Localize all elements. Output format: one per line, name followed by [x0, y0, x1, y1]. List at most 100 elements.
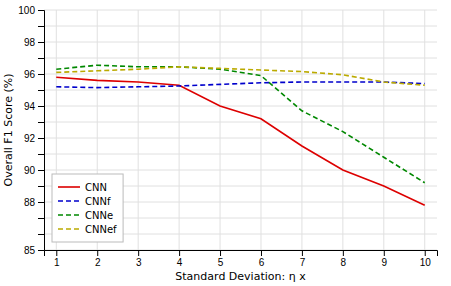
tick-label: 7: [300, 257, 306, 268]
tick-mark: [38, 122, 44, 123]
tick: 7: [300, 250, 306, 268]
grid-line-x: [383, 10, 384, 250]
legend-item: CNNf: [58, 196, 111, 207]
tick-mark: [384, 250, 385, 256]
grid-line-x: [138, 10, 139, 250]
tick-label: 90: [24, 165, 36, 176]
tick: 5: [218, 250, 224, 268]
tick-label: 100: [18, 5, 35, 16]
chart: 1 2 3 4 5 6 7 8 9 10 85 88 90 92 94 96 98 100 Standard Dev…: [0, 0, 451, 286]
tick: 10: [420, 250, 432, 268]
legend-swatch: [58, 214, 80, 216]
grid-line-y: [44, 122, 437, 123]
tick: 88: [24, 197, 44, 208]
tick: [38, 90, 44, 91]
tick-mark: [38, 218, 44, 219]
tick-mark: [138, 250, 139, 256]
tick: 94: [24, 101, 44, 112]
tick-label: 8: [341, 257, 347, 268]
grid-line-y: [44, 42, 437, 43]
tick-label: 6: [259, 257, 265, 268]
tick-mark: [38, 170, 44, 171]
tick-mark: [38, 250, 44, 251]
grid-line-x: [220, 10, 221, 250]
tick-mark: [38, 58, 44, 59]
tick: [38, 218, 44, 219]
tick: 98: [24, 37, 44, 48]
tick-mark: [97, 250, 98, 256]
tick: [38, 186, 44, 187]
legend-swatch: [58, 228, 80, 230]
grid-line-x: [342, 10, 343, 250]
x-axis-title: Standard Deviation: η x: [175, 270, 306, 283]
tick-mark: [343, 250, 344, 256]
tick: 4: [177, 250, 183, 268]
grid-line-y: [44, 58, 437, 59]
x-axis-line: [45, 251, 438, 257]
legend-label: CNNf: [85, 196, 111, 207]
tick: [38, 122, 44, 123]
tick-label: 92: [24, 133, 36, 144]
grid-line-y: [44, 74, 437, 75]
tick: 100: [18, 5, 44, 16]
tick-mark: [38, 154, 44, 155]
grid-line-y: [44, 138, 437, 139]
legend-label: CNN: [85, 182, 107, 193]
tick-mark: [302, 250, 303, 256]
tick-mark: [179, 250, 180, 256]
tick-mark: [38, 90, 44, 91]
grid-line-y: [44, 170, 437, 171]
tick-label: 85: [24, 245, 36, 256]
tick-mark: [38, 234, 44, 235]
y-axis-title: Overall F1 Score (%): [2, 74, 15, 187]
tick-label: 4: [177, 257, 183, 268]
series-line: [56, 82, 424, 88]
legend-swatch: [58, 200, 80, 202]
tick-mark: [38, 42, 44, 43]
tick: 92: [24, 133, 44, 144]
tick: [38, 58, 44, 59]
tick: 1: [54, 250, 60, 268]
tick-mark: [38, 106, 44, 107]
series-line: [56, 67, 424, 85]
x-axis: 1 2 3 4 5 6 7 8 9 10: [45, 250, 438, 268]
tick-mark: [261, 250, 262, 256]
legend-label: CNNef: [85, 224, 117, 235]
tick-label: 96: [24, 69, 36, 80]
grid-line-y: [44, 10, 437, 11]
tick: 90: [24, 165, 44, 176]
tick-label: 10: [420, 257, 432, 268]
tick: 3: [136, 250, 142, 268]
grid-line-x: [260, 10, 261, 250]
series-line: [56, 65, 424, 183]
grid-line-x: [301, 10, 302, 250]
tick: 9: [382, 250, 388, 268]
grid-line-y: [44, 106, 437, 107]
grid-line-x: [179, 10, 180, 250]
tick-mark: [56, 250, 57, 256]
tick-mark: [38, 74, 44, 75]
legend-item: CNNef: [58, 224, 117, 235]
tick-mark: [220, 250, 221, 256]
tick-mark: [38, 26, 44, 27]
tick-label: 2: [95, 257, 101, 268]
legend-label: CNNe: [85, 210, 113, 221]
tick-mark: [38, 138, 44, 139]
tick: [38, 154, 44, 155]
tick-label: 9: [382, 257, 388, 268]
tick: 96: [24, 69, 44, 80]
grid: [44, 10, 437, 250]
legend-item: CNNe: [58, 210, 113, 221]
tick: 85: [24, 245, 44, 256]
grid-line-x: [424, 10, 425, 250]
legend: CNN CNNf CNNe CNNef: [52, 174, 123, 242]
tick-label: 3: [136, 257, 142, 268]
legend-swatch: [58, 186, 80, 188]
tick: [38, 234, 44, 235]
grid-line-y: [44, 26, 437, 27]
tick-label: 94: [24, 101, 36, 112]
tick-label: 5: [218, 257, 224, 268]
tick-label: 88: [24, 197, 36, 208]
tick: 6: [259, 250, 265, 268]
legend-item: CNN: [58, 182, 107, 193]
